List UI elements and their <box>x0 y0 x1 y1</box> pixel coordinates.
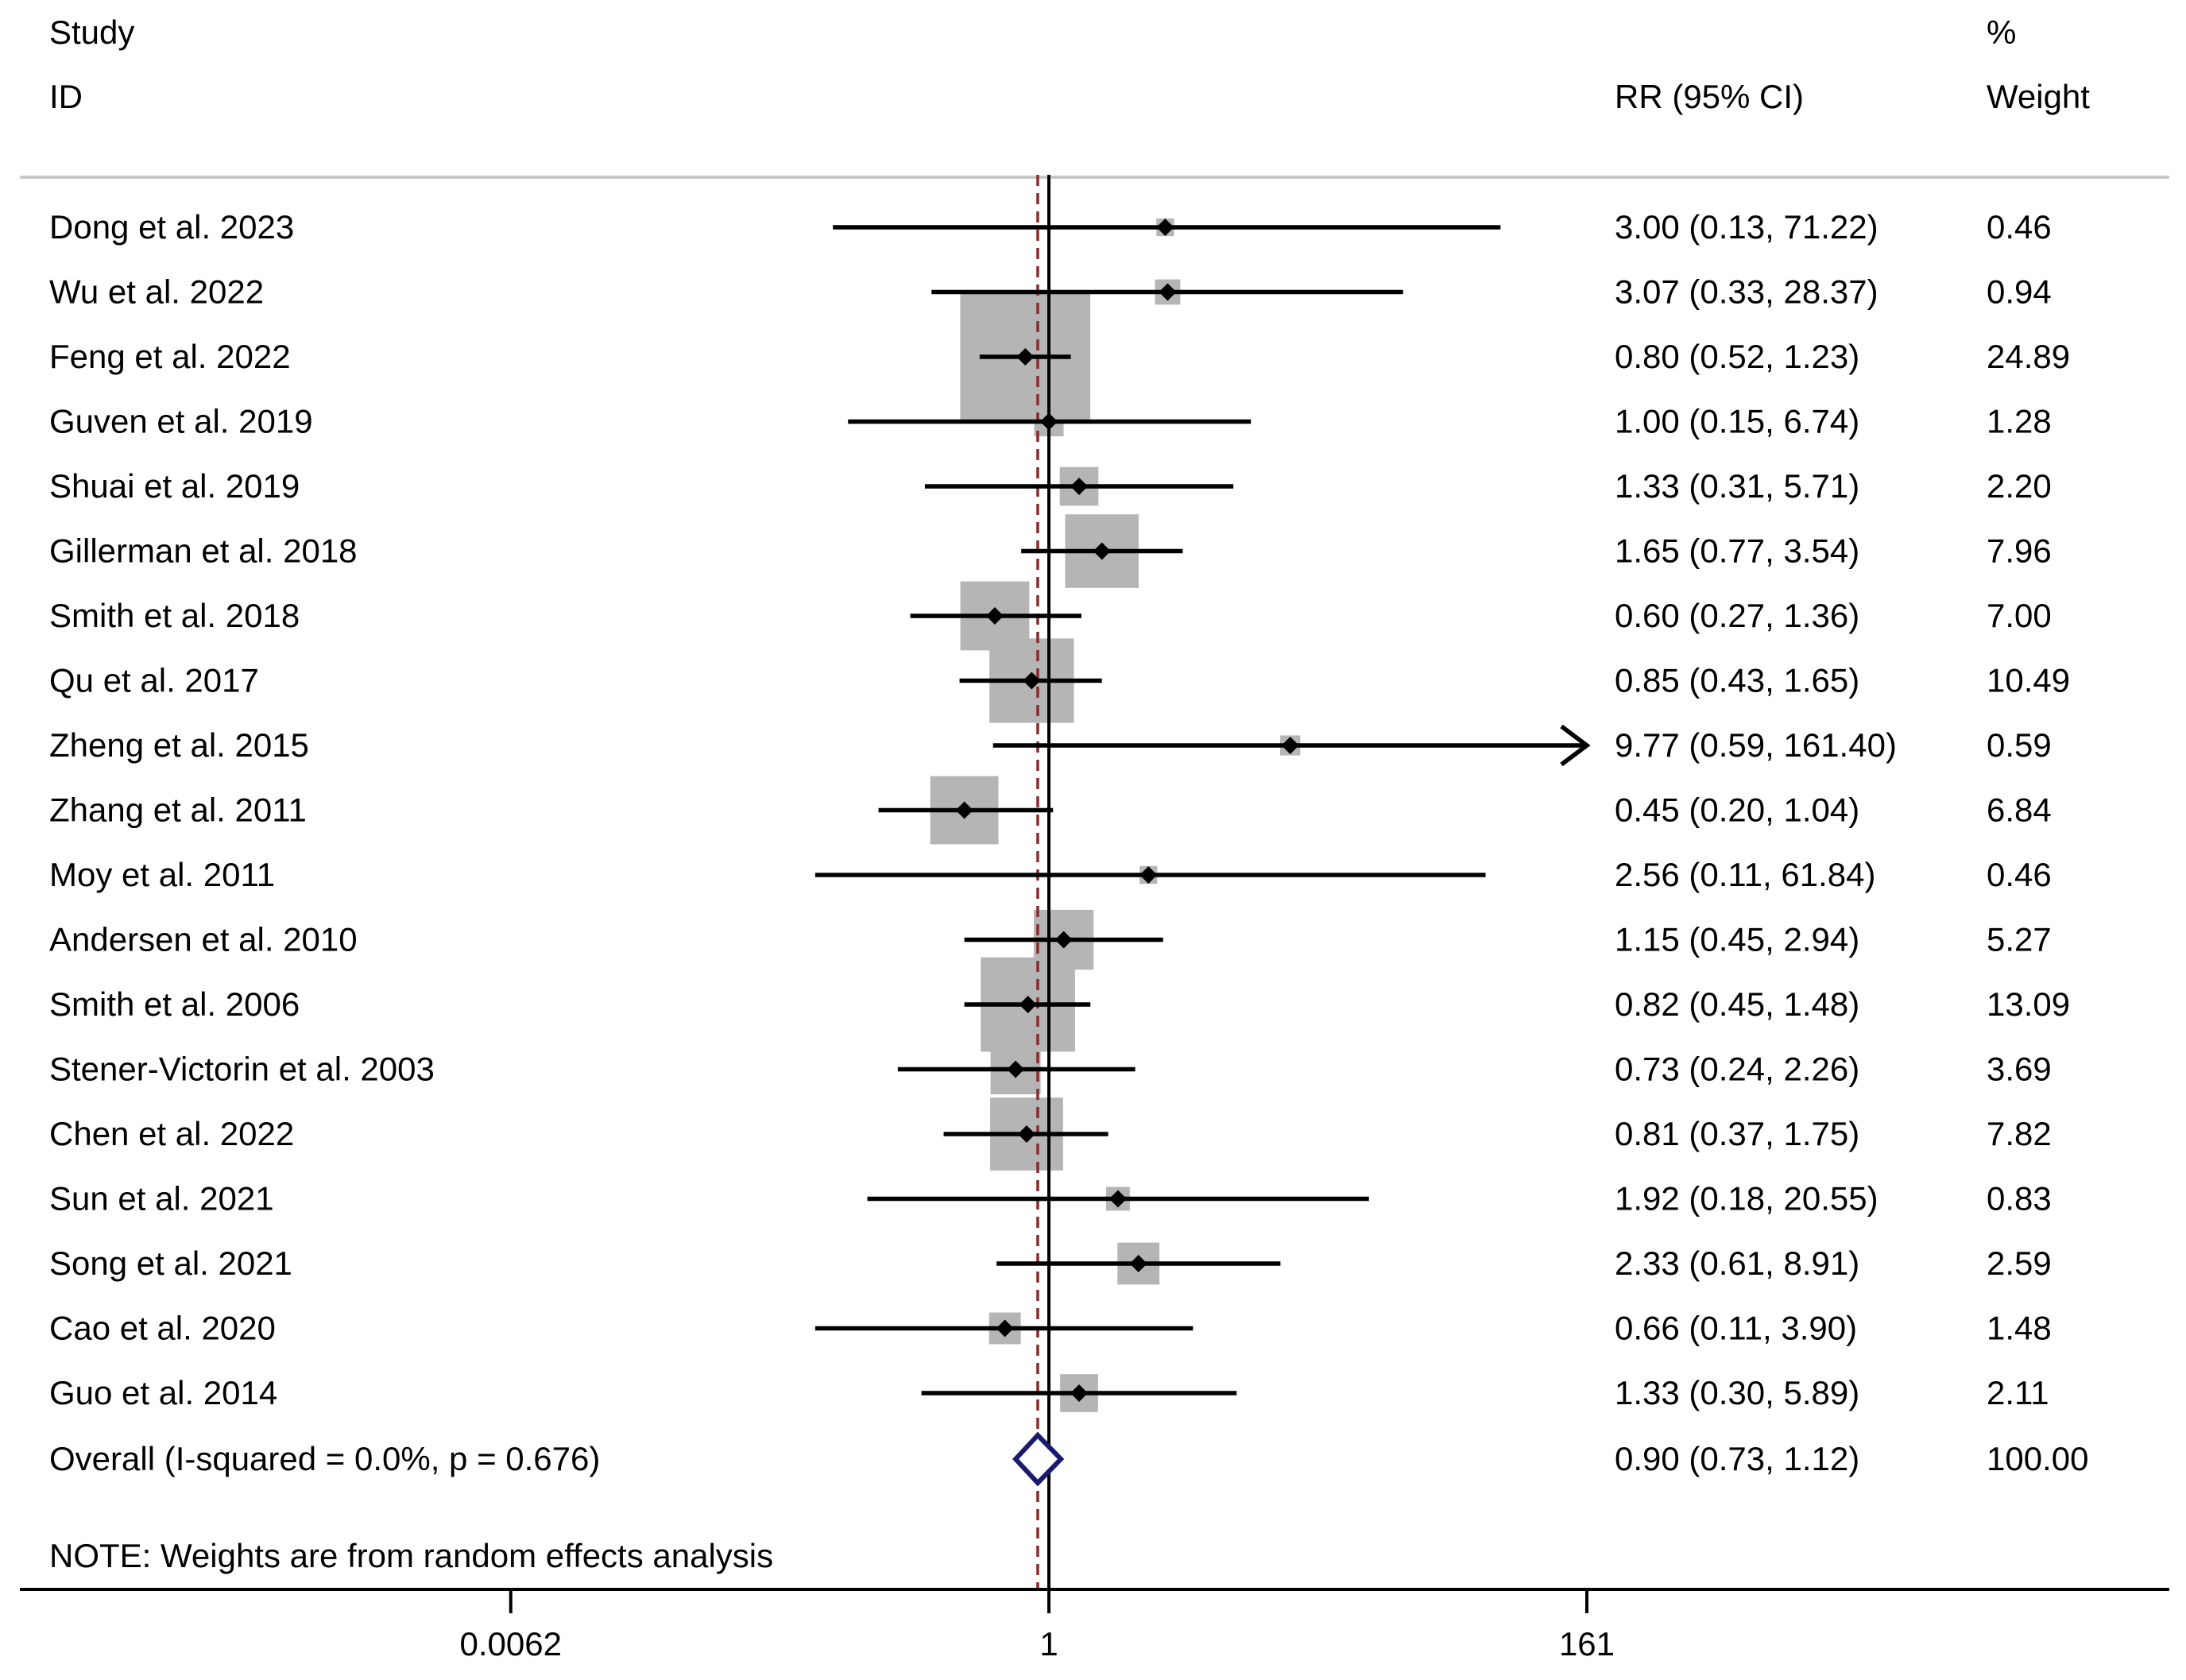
header-id: ID <box>49 78 83 115</box>
study-ci: 0.80 (0.52, 1.23) <box>1615 338 1859 375</box>
study-weight: 0.83 <box>1987 1180 2052 1217</box>
header-percent: % <box>1987 14 2016 51</box>
study-weight: 0.94 <box>1987 273 2052 311</box>
study-weight: 10.49 <box>1987 662 2070 699</box>
study-ci: 0.66 (0.11, 3.90) <box>1615 1310 1857 1347</box>
study-weight: 1.48 <box>1987 1310 2052 1347</box>
study-id: Shuai et al. 2019 <box>49 467 300 505</box>
study-weight: 1.28 <box>1987 403 2052 440</box>
study-weight: 6.84 <box>1987 792 2052 829</box>
point-estimate <box>1054 931 1073 949</box>
study-id: Andersen et al. 2010 <box>49 921 358 958</box>
point-estimate <box>985 607 1004 625</box>
study-ci: 3.00 (0.13, 71.22) <box>1615 208 1878 246</box>
study-weight: 3.69 <box>1987 1051 2052 1088</box>
study-id: Zhang et al. 2011 <box>49 792 307 829</box>
study-ci: 0.60 (0.27, 1.36) <box>1615 597 1859 634</box>
point-estimate <box>1156 219 1174 236</box>
study-weight: 24.89 <box>1987 338 2070 375</box>
point-estimate <box>1093 542 1111 560</box>
study-id: Smith et al. 2006 <box>49 985 300 1023</box>
study-ci: 2.33 (0.61, 8.91) <box>1615 1245 1859 1282</box>
point-estimate <box>1108 1190 1127 1208</box>
point-estimate <box>1139 866 1158 884</box>
study-weight: 2.20 <box>1987 467 2052 505</box>
point-estimate <box>1070 1384 1088 1402</box>
study-ci: 1.65 (0.77, 3.54) <box>1615 532 1859 570</box>
study-ci: 0.82 (0.45, 1.48) <box>1615 985 1859 1023</box>
point-estimate <box>1007 1060 1025 1078</box>
point-estimate <box>955 801 973 819</box>
overall-diamond <box>1012 1431 1065 1487</box>
overall-weight: 100.00 <box>1987 1440 2088 1477</box>
study-id: Song et al. 2021 <box>49 1245 292 1282</box>
point-estimate <box>1040 412 1058 431</box>
study-id: Cao et al. 2020 <box>49 1310 276 1347</box>
study-ci: 9.77 (0.59, 161.40) <box>1615 726 1897 764</box>
point-estimate <box>1159 283 1177 301</box>
point-estimate <box>1017 1125 1035 1143</box>
x-tick-label: 161 <box>1559 1625 1615 1663</box>
study-ci: 0.73 (0.24, 2.26) <box>1615 1051 1859 1088</box>
study-id: Guo et al. 2014 <box>49 1374 277 1411</box>
point-estimate <box>1129 1255 1147 1272</box>
study-ci: 2.56 (0.11, 61.84) <box>1615 856 1875 893</box>
study-ci: 1.33 (0.30, 5.89) <box>1615 1374 1859 1411</box>
study-id: Sun et al. 2021 <box>49 1180 274 1217</box>
study-ci: 1.33 (0.31, 5.71) <box>1615 467 1859 505</box>
study-id: Feng et al. 2022 <box>49 338 291 375</box>
study-weight: 0.46 <box>1987 856 2052 893</box>
header-rr-ci: RR (95% CI) <box>1615 78 1804 115</box>
study-ci: 1.92 (0.18, 20.55) <box>1615 1180 1878 1217</box>
study-weight: 13.09 <box>1987 985 2070 1023</box>
study-id: Guven et al. 2019 <box>49 403 313 440</box>
study-id: Gillerman et al. 2018 <box>49 532 358 570</box>
note-text: NOTE: Weights are from random effects an… <box>49 1537 773 1574</box>
study-weight: 7.96 <box>1987 532 2052 570</box>
study-ci: 3.07 (0.33, 28.37) <box>1615 273 1878 311</box>
study-id: Stener-Victorin et al. 2003 <box>49 1051 435 1088</box>
study-ci: 1.00 (0.15, 6.74) <box>1615 403 1859 440</box>
study-weight: 2.59 <box>1987 1245 2052 1282</box>
study-ci: 0.45 (0.20, 1.04) <box>1615 792 1859 829</box>
point-estimate <box>996 1319 1014 1337</box>
study-weight: 7.82 <box>1987 1115 2052 1152</box>
overall-ci: 0.90 (0.73, 1.12) <box>1615 1440 1859 1477</box>
study-id: Wu et al. 2022 <box>49 273 264 311</box>
study-id: Moy et al. 2011 <box>49 856 275 893</box>
study-ci: 0.81 (0.37, 1.75) <box>1615 1115 1859 1152</box>
study-rows <box>814 175 1591 1589</box>
overall-label: Overall (I-squared = 0.0%, p = 0.676) <box>49 1440 600 1477</box>
study-weight: 7.00 <box>1987 597 2052 634</box>
x-tick-label: 0.0062 <box>460 1625 562 1663</box>
point-estimate <box>1023 672 1041 690</box>
study-id: Chen et al. 2022 <box>49 1115 294 1152</box>
point-estimate <box>1281 737 1299 754</box>
study-id: Qu et al. 2017 <box>49 662 259 699</box>
study-weight: 2.11 <box>1987 1374 2049 1411</box>
study-id: Smith et al. 2018 <box>49 597 300 634</box>
study-ci: 1.15 (0.45, 2.94) <box>1615 921 1859 958</box>
point-estimate <box>1016 348 1035 366</box>
header-weight: Weight <box>1987 78 2090 115</box>
point-estimate <box>1070 478 1088 495</box>
ci-arrow-icon <box>1560 724 1591 767</box>
study-weight: 5.27 <box>1987 921 2052 958</box>
study-id: Zheng et al. 2015 <box>49 726 309 764</box>
x-axis-ticks: 0.0062 1 161 <box>460 1589 1615 1663</box>
x-tick-label: 1 <box>1039 1625 1058 1663</box>
study-weight: 0.59 <box>1987 726 2052 764</box>
study-weight: 0.46 <box>1987 208 2052 246</box>
study-id: Dong et al. 2023 <box>49 208 294 246</box>
point-estimate <box>1019 996 1037 1013</box>
header-study: Study <box>49 14 134 51</box>
study-ci: 0.85 (0.43, 1.65) <box>1615 662 1859 699</box>
